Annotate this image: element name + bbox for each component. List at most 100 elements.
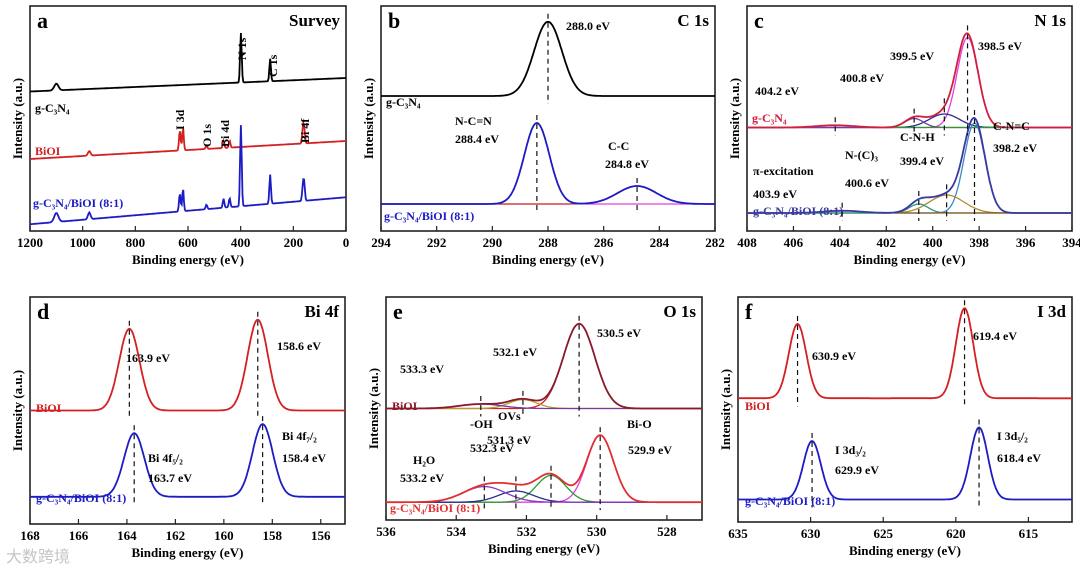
series-label: g-C₃N₄/BiOI (8:1) (384, 209, 474, 223)
series-label: g-C₃N₄/BiOI (8:1) (33, 196, 123, 210)
x-tick-label: 400 (231, 235, 251, 250)
series-line (747, 116, 1072, 214)
x-tick-label: 528 (657, 524, 677, 539)
x-tick-label: 536 (376, 524, 396, 539)
x-axis-label: Binding energy (eV) (132, 252, 244, 267)
series-line (30, 32, 346, 93)
x-axis-label: Binding energy (eV) (492, 252, 604, 267)
x-tick-label: 600 (178, 235, 198, 250)
x-tick-label: 1200 (17, 235, 43, 250)
x-tick-label: 292 (427, 235, 447, 250)
x-tick-label: 200 (284, 235, 304, 250)
x-tick-label: 168 (20, 528, 40, 543)
x-tick-label: 164 (117, 528, 137, 543)
x-tick-label: 630 (801, 526, 821, 541)
x-tick-label: 404 (830, 235, 850, 250)
annotation: C-C (608, 139, 629, 153)
watermark: 大数跨境 (6, 547, 71, 566)
x-tick-label: 402 (877, 235, 897, 250)
y-axis-label: Intensity (a.u.) (361, 78, 376, 159)
x-tick-label: 396 (1016, 235, 1036, 250)
panel-letter: d (37, 299, 49, 324)
x-tick-label: 406 (784, 235, 804, 250)
peak-label: Bi 4d (218, 120, 232, 147)
x-tick-label: 162 (166, 528, 186, 543)
x-tick-label: 288 (538, 235, 558, 250)
series-label: BiOI (392, 399, 418, 413)
panel-title: Survey (289, 11, 341, 30)
plot-frame (737, 296, 1073, 523)
x-axis-label: Binding energy (eV) (132, 545, 244, 560)
x-tick-label: 158 (263, 528, 283, 543)
peak-label: Bi 4f (298, 118, 312, 143)
annotation: 400.6 eV (845, 176, 889, 190)
series-label: BiOI (36, 401, 62, 415)
annotation: 398.2 eV (993, 141, 1037, 155)
plot-frame (746, 5, 1073, 232)
annotation: 532.1 eV (493, 345, 537, 359)
series-label: g-C₃N₄/BiOI (8:1) (390, 501, 480, 515)
annotation: N-(C)₃ (845, 148, 878, 162)
series-line (386, 434, 702, 504)
x-tick-label: 800 (126, 235, 146, 250)
annotation: 629.9 eV (835, 463, 879, 477)
x-tick-label: 615 (1019, 526, 1039, 541)
annotation: 531.3 eV (487, 433, 531, 447)
peak-label: I 3d (173, 109, 187, 130)
annotation: 619.4 eV (973, 329, 1017, 343)
series-label: g-C₃N₄ (386, 95, 421, 109)
series-label: g-C₃N₄/BiOI (8:1) (36, 491, 126, 505)
x-tick-label: 534 (446, 524, 466, 539)
series-line (30, 318, 345, 412)
x-tick-label: 530 (587, 524, 607, 539)
annotation: 630.9 eV (812, 349, 856, 363)
annotation: 288.0 eV (566, 19, 610, 33)
series-line (29, 125, 346, 226)
x-tick-label: 625 (873, 526, 893, 541)
x-tick-label: 284 (650, 235, 670, 250)
x-tick-label: 398 (969, 235, 989, 250)
series-line (381, 122, 715, 205)
series-line (30, 120, 346, 160)
x-tick-label: 400 (923, 235, 943, 250)
panel-d: 168 166 164 162 160 158 156 Binding energy (eV)… (10, 296, 346, 560)
annotation: 533.2 eV (400, 471, 444, 485)
x-tick-label: 156 (311, 528, 331, 543)
annotation: H₂O (413, 453, 435, 467)
annotation: Bi 4f₅/₂ (148, 451, 183, 465)
x-tick-label: 290 (483, 235, 503, 250)
panel-b: 294 292 290 288 286 284 282 Binding energy (eV)… (361, 5, 725, 267)
annotation: 163.7 eV (148, 471, 192, 485)
annotation: 399.5 eV (890, 49, 934, 63)
fit-component (381, 185, 715, 205)
x-tick-label: 166 (69, 528, 89, 543)
annotation: 288.4 eV (455, 132, 499, 146)
annotation: 400.8 eV (840, 71, 884, 85)
annotation: 529.9 eV (628, 443, 672, 457)
x-axis-label: Binding energy (eV) (854, 252, 966, 267)
series-label: g-C₃N₄ (752, 111, 787, 125)
x-tick-label: 408 (737, 235, 757, 250)
x-tick-label: 620 (946, 526, 966, 541)
annotation: C-N-H (900, 130, 935, 144)
series-line (738, 426, 1072, 501)
annotation: OVs (498, 409, 521, 423)
annotation: 158.6 eV (277, 339, 321, 353)
fit-component (386, 485, 702, 503)
y-axis-label: Intensity (a.u.) (727, 78, 742, 159)
annotation: -OH (470, 417, 493, 431)
panel-title: C 1s (677, 11, 709, 30)
annotation: 530.5 eV (597, 326, 641, 340)
y-axis-label: Intensity (a.u.) (10, 78, 25, 159)
annotation: Bi 4f₇/₂ (282, 429, 317, 443)
panel-title: N 1s (1034, 11, 1066, 30)
peak-label: N 1s (235, 37, 249, 60)
annotation: I 3d₃/₂ (835, 443, 866, 457)
annotation: I 3d₅/₂ (997, 429, 1028, 443)
panel-letter: e (393, 299, 403, 324)
series-label: BiOI (35, 144, 61, 158)
annotation: 618.4 eV (997, 451, 1041, 465)
series-label: g-C₃N₄ (35, 101, 70, 115)
panel-f: 635 630 625 620 615 Binding energy (eV) Intens… (718, 296, 1073, 558)
